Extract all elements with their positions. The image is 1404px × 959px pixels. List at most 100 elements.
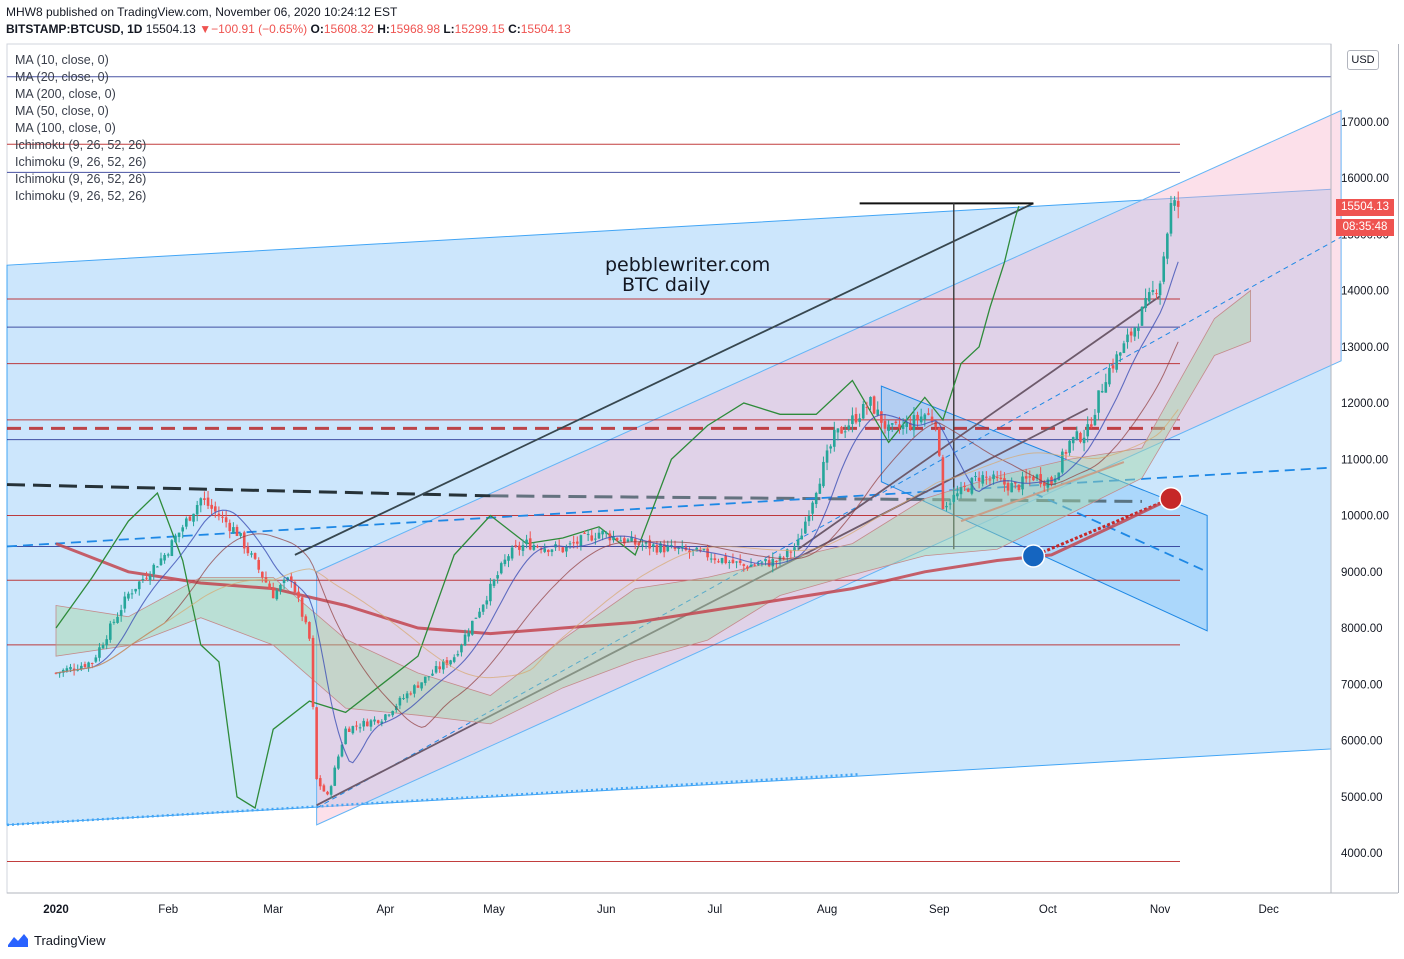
candle-body xyxy=(65,668,69,672)
candle-body xyxy=(434,666,438,673)
legend-item-ichimoku-1[interactable]: Ichimoku (9, 26, 52, 26) xyxy=(15,138,147,152)
legend-item-ichimoku-3[interactable]: Ichimoku (9, 26, 52, 26) xyxy=(15,172,147,186)
candle xyxy=(836,428,840,441)
candle xyxy=(337,754,340,770)
candle-body xyxy=(409,693,413,695)
candle-body xyxy=(1079,432,1082,442)
candle xyxy=(83,661,87,669)
candle xyxy=(279,583,282,595)
indicator-legend: MA (10, close, 0) MA (20, close, 0) MA (… xyxy=(15,52,146,205)
price-tick-label: 13000.00 xyxy=(1341,342,1389,354)
candle-body xyxy=(391,711,394,716)
candle xyxy=(966,487,970,493)
candle-body xyxy=(452,657,456,662)
candle-body xyxy=(793,547,796,551)
candle-body xyxy=(872,396,876,414)
legend-item-ma10[interactable]: MA (10, close, 0) xyxy=(15,53,109,67)
candle-body xyxy=(695,547,699,552)
candle xyxy=(1111,358,1115,373)
candle xyxy=(463,629,467,647)
candle xyxy=(304,614,308,625)
candle-body xyxy=(1100,390,1104,393)
candle-body xyxy=(1068,440,1071,453)
symbol-name[interactable]: BITSTAMP:BTCUSD, 1D xyxy=(6,22,143,36)
candle-body xyxy=(601,530,604,535)
candle-body xyxy=(170,540,174,557)
candle-body xyxy=(492,579,496,586)
candle-body xyxy=(253,553,257,559)
candle-body xyxy=(481,604,485,612)
candle xyxy=(373,716,376,725)
candle-body xyxy=(923,414,927,420)
price-change: −100.91 (−0.65%) xyxy=(211,22,308,36)
time-tick-label: Jul xyxy=(707,904,722,916)
candle-body xyxy=(210,504,213,509)
candle xyxy=(141,575,145,583)
candle-body xyxy=(98,647,101,658)
legend-item-ma20[interactable]: MA (20, close, 0) xyxy=(15,70,109,84)
chart-header: MHW8 published on TradingView.com, Novem… xyxy=(6,4,571,38)
candle xyxy=(536,544,539,549)
candle-body xyxy=(235,526,239,536)
candle-body xyxy=(1104,382,1108,393)
candle xyxy=(547,549,550,557)
candle xyxy=(181,524,184,539)
candle xyxy=(1104,373,1108,393)
candle-body xyxy=(1042,482,1046,486)
candle-body xyxy=(818,483,822,494)
candle xyxy=(1151,280,1155,296)
candle xyxy=(851,407,854,433)
candle xyxy=(623,535,626,547)
candle-body xyxy=(652,544,655,547)
candle xyxy=(416,681,420,689)
candle-body xyxy=(673,546,677,550)
candle-body xyxy=(1046,479,1050,488)
candle-body xyxy=(702,549,706,551)
candle xyxy=(858,413,861,427)
legend-item-ma100[interactable]: MA (100, close, 0) xyxy=(15,121,116,135)
legend-item-ma50[interactable]: MA (50, close, 0) xyxy=(15,104,109,118)
currency-button[interactable]: USD xyxy=(1347,50,1379,70)
candle xyxy=(945,501,948,512)
candle-body xyxy=(912,415,916,431)
candle xyxy=(1108,363,1111,387)
descending-wedge-fill xyxy=(880,385,1208,632)
candle xyxy=(1144,288,1147,312)
candle xyxy=(1158,280,1162,305)
candle xyxy=(456,650,460,657)
candle-body xyxy=(894,421,898,424)
candle xyxy=(481,604,485,615)
candle xyxy=(402,694,405,701)
candle-body xyxy=(785,549,789,558)
candle-body xyxy=(112,621,116,623)
footer-brand[interactable]: TradingView xyxy=(6,931,106,949)
candle xyxy=(977,471,981,489)
candle xyxy=(880,411,883,429)
candle xyxy=(1173,196,1176,211)
high-label: H: xyxy=(377,22,390,36)
candle-body xyxy=(623,538,626,544)
candle xyxy=(1090,417,1093,429)
candle xyxy=(919,408,923,425)
candle xyxy=(543,543,546,554)
candle xyxy=(203,491,206,506)
candle xyxy=(1010,477,1013,493)
candle xyxy=(630,531,633,542)
candle xyxy=(1118,351,1122,363)
candle-body xyxy=(782,557,785,559)
candle-body xyxy=(670,545,673,547)
legend-item-ichimoku-4[interactable]: Ichimoku (9, 26, 52, 26) xyxy=(15,189,147,203)
candle-body xyxy=(83,664,87,668)
legend-item-ma200[interactable]: MA (200, close, 0) xyxy=(15,87,116,101)
candle-body xyxy=(123,596,127,609)
candle xyxy=(358,723,362,733)
candle-body xyxy=(760,561,764,563)
candle-body xyxy=(1169,202,1173,234)
tradingview-logo-icon xyxy=(8,934,28,947)
candle xyxy=(890,422,894,433)
candle-body xyxy=(376,720,380,723)
candle-body xyxy=(181,527,184,532)
legend-item-ichimoku-2[interactable]: Ichimoku (9, 26, 52, 26) xyxy=(15,155,147,169)
candle xyxy=(912,407,916,437)
